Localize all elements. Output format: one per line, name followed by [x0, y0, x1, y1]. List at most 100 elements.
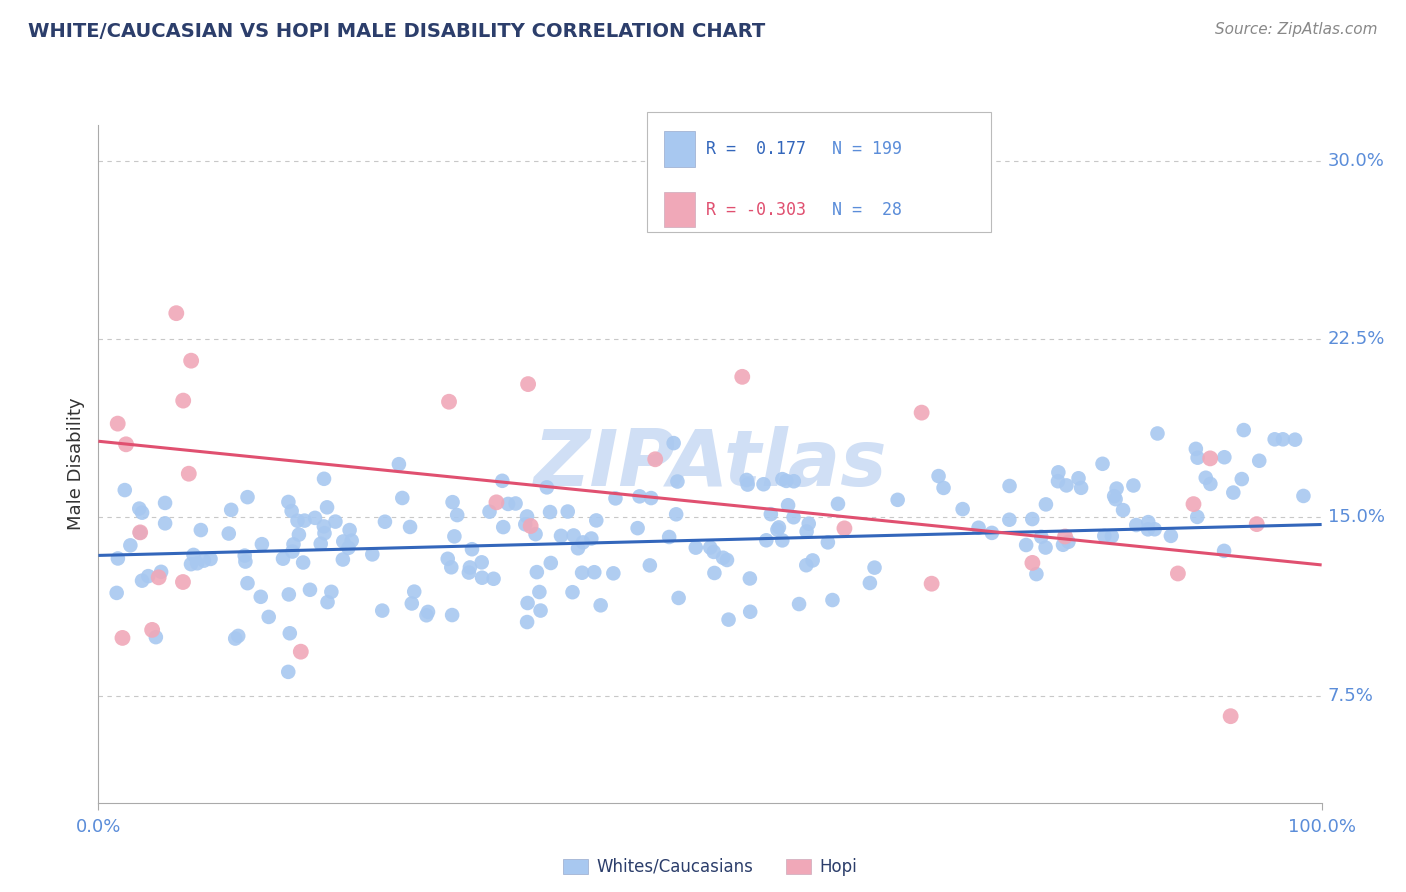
Point [105, 586, 128, 600]
Point [325, 515, 347, 529]
Point [585, 513, 607, 527]
Point [605, 491, 627, 506]
Point [107, 551, 129, 566]
Point [572, 535, 595, 549]
Point [562, 528, 585, 542]
Point [752, 477, 775, 491]
Point [131, 506, 153, 520]
Point [226, 629, 249, 643]
Point [1035, 497, 1057, 511]
Point [436, 551, 458, 566]
Point [180, 353, 202, 368]
Point [1091, 457, 1114, 471]
Point [496, 497, 519, 511]
Point [312, 472, 335, 486]
Point [735, 473, 758, 487]
Point [339, 523, 361, 537]
Point [738, 572, 761, 586]
Point [316, 595, 339, 609]
Point [567, 541, 589, 556]
Point [668, 591, 690, 605]
Point [1264, 433, 1286, 447]
Point [404, 584, 426, 599]
Point [153, 496, 176, 510]
Point [1046, 474, 1069, 488]
Point [699, 541, 721, 555]
Text: ZIPAtlas: ZIPAtlas [533, 425, 887, 502]
Point [294, 514, 316, 528]
Point [998, 479, 1021, 493]
Point [249, 590, 271, 604]
Point [200, 552, 222, 566]
Point [910, 406, 932, 420]
Point [1053, 529, 1076, 543]
Point [1047, 466, 1070, 480]
Point [737, 477, 759, 491]
Point [491, 474, 513, 488]
Point [602, 566, 624, 581]
Point [703, 545, 725, 559]
Point [666, 475, 689, 489]
Point [770, 472, 793, 486]
Point [515, 517, 537, 532]
Point [703, 566, 725, 580]
Point [859, 576, 882, 591]
Point [172, 574, 194, 589]
Point [516, 509, 538, 524]
Point [281, 544, 304, 558]
Point [626, 521, 648, 535]
Point [1199, 477, 1222, 491]
Point [711, 550, 734, 565]
Point [236, 576, 259, 591]
Point [783, 475, 806, 489]
Point [298, 582, 321, 597]
Point [770, 533, 793, 548]
Point [1101, 529, 1123, 543]
Point [759, 507, 782, 521]
Point [374, 515, 396, 529]
Point [1122, 478, 1144, 492]
Point [1249, 454, 1271, 468]
Point [1092, 529, 1115, 543]
Point [1219, 709, 1241, 723]
Point [485, 495, 508, 509]
Point [443, 529, 465, 543]
Point [1222, 485, 1244, 500]
Point [440, 560, 463, 574]
Point [550, 529, 572, 543]
Text: 22.5%: 22.5% [1327, 330, 1385, 348]
Point [1105, 482, 1128, 496]
Point [801, 553, 824, 567]
Point [461, 542, 484, 557]
Point [740, 605, 762, 619]
Point [980, 525, 1002, 540]
Point [172, 393, 194, 408]
Point [640, 491, 662, 505]
Point [457, 566, 479, 580]
Legend: Whites/Caucasians, Hopi: Whites/Caucasians, Hopi [555, 851, 865, 882]
Point [1167, 566, 1189, 581]
Point [401, 597, 423, 611]
Point [517, 377, 540, 392]
Point [183, 548, 205, 562]
Point [446, 508, 468, 522]
Text: N = 199: N = 199 [832, 140, 903, 158]
Point [314, 526, 336, 541]
Point [1104, 492, 1126, 507]
Point [1292, 489, 1315, 503]
Point [141, 623, 163, 637]
Point [538, 505, 561, 519]
Point [1187, 509, 1209, 524]
Point [589, 599, 612, 613]
Y-axis label: Male Disability: Male Disability [67, 398, 86, 530]
Point [1021, 556, 1043, 570]
Point [794, 558, 817, 573]
Point [283, 537, 305, 551]
Point [482, 572, 505, 586]
Point [1067, 471, 1090, 485]
Text: Source: ZipAtlas.com: Source: ZipAtlas.com [1215, 22, 1378, 37]
Point [190, 523, 212, 537]
Point [1271, 433, 1294, 447]
Point [321, 585, 343, 599]
Point [271, 551, 294, 566]
